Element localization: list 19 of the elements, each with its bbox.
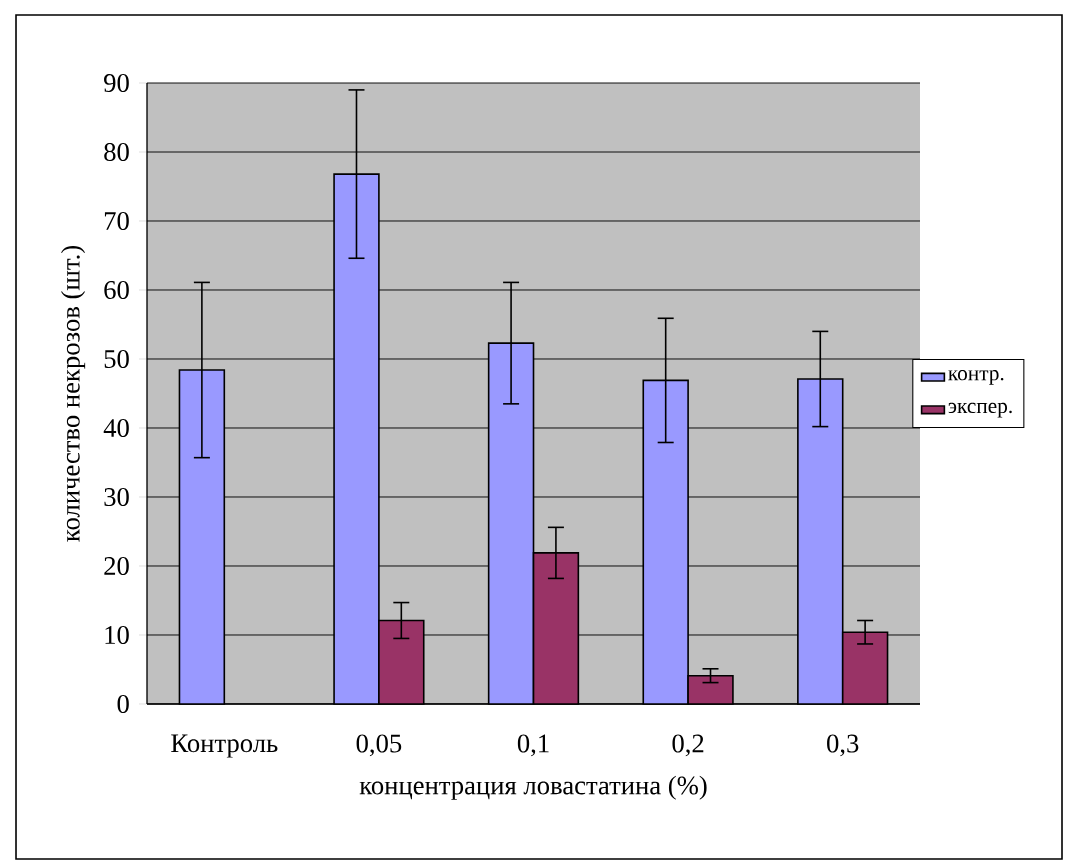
y-tick-label: 80	[104, 143, 129, 161]
y-tick-label: 30	[104, 488, 129, 506]
y-tick-label: 50	[104, 350, 129, 368]
y-tick-label: 10	[105, 625, 129, 644]
legend-label: экспер.	[948, 402, 1012, 418]
x-tick-label: 0,2	[672, 734, 704, 757]
legend-label: контр.	[948, 370, 1004, 385]
y-tick-label: 20	[104, 556, 129, 575]
y-tick-label: 60	[104, 281, 129, 299]
x-tick-label: 0,05	[356, 734, 402, 757]
y-axis-title: количество некрозов (шт.)	[60, 245, 86, 542]
x-tick-label: 0,3	[827, 734, 859, 757]
y-tick-label: 40	[103, 419, 129, 437]
x-tick-label: Контроль	[171, 734, 278, 758]
y-tick-label: 0	[117, 694, 129, 713]
x-axis-title: концентрация ловастатина (%)	[359, 775, 707, 800]
x-tick-label: 0,1	[517, 734, 549, 757]
y-tick-label: 90	[104, 74, 129, 92]
y-tick-label: 70	[104, 212, 129, 230]
